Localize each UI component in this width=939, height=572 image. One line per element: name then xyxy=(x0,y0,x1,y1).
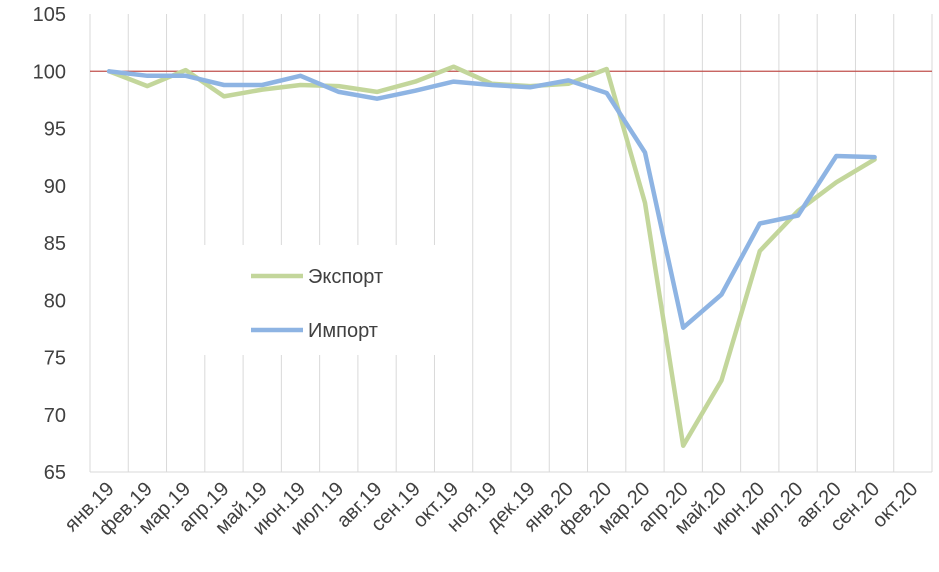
data-point-0-15 xyxy=(682,444,685,447)
data-point-0-2 xyxy=(184,69,187,72)
series-group xyxy=(106,64,877,448)
data-point-1-14 xyxy=(644,151,646,154)
data-point-0-12 xyxy=(567,82,570,85)
data-point-0-19 xyxy=(835,181,838,184)
data-point-1-17 xyxy=(758,222,761,225)
data-point-1-11 xyxy=(529,86,532,89)
data-point-1-15 xyxy=(682,326,685,329)
y-axis-ticks: 65 70 75 80 85 90 95 100 105 xyxy=(33,4,66,484)
data-point-1-19 xyxy=(835,155,838,157)
legend-box xyxy=(183,245,470,355)
grid xyxy=(89,14,933,473)
data-point-0-17 xyxy=(758,250,761,252)
data-point-0-3 xyxy=(223,95,225,98)
data-point-0-5 xyxy=(299,84,302,86)
data-point-0-9 xyxy=(452,65,455,68)
data-point-1-7 xyxy=(376,97,378,100)
data-point-1-4 xyxy=(261,84,264,86)
data-point-0-16 xyxy=(720,379,723,382)
data-point-1-12 xyxy=(567,79,570,82)
data-point-1-3 xyxy=(223,84,225,86)
data-point-1-16 xyxy=(720,293,723,296)
data-point-1-2 xyxy=(184,74,187,77)
data-point-1-5 xyxy=(299,74,302,77)
data-point-1-18 xyxy=(797,214,799,217)
legend-label-1: Импорт xyxy=(308,320,378,342)
data-point-0-13 xyxy=(605,68,608,70)
y-tick-label: 85 xyxy=(44,233,66,255)
y-tick-label: 90 xyxy=(44,176,66,198)
data-point-1-6 xyxy=(337,90,340,93)
y-tick-label: 95 xyxy=(44,119,66,141)
data-point-0-7 xyxy=(376,90,378,93)
y-tick-label: 80 xyxy=(44,290,66,312)
y-tick-label: 70 xyxy=(44,405,66,427)
data-point-1-13 xyxy=(605,92,608,94)
legend: Экспорт Импорт xyxy=(183,245,470,355)
data-point-0-1 xyxy=(146,85,149,88)
data-point-1-9 xyxy=(452,80,455,83)
y-tick-label: 105 xyxy=(33,4,66,26)
data-point-1-10 xyxy=(490,84,493,86)
data-point-0-4 xyxy=(261,88,264,91)
y-tick-label: 65 xyxy=(44,462,66,484)
y-tick-label: 100 xyxy=(33,61,66,83)
x-axis-ticks: янв.19фев.19мар.19апр.19май.19июн.19июл.… xyxy=(60,478,922,540)
legend-label-0: Экспорт xyxy=(308,266,383,288)
data-point-0-8 xyxy=(414,80,417,83)
y-tick-label: 75 xyxy=(44,348,66,370)
data-point-1-1 xyxy=(146,74,149,77)
data-point-1-8 xyxy=(414,89,417,92)
data-point-1-20 xyxy=(873,156,876,159)
data-point-1-0 xyxy=(108,70,111,73)
data-point-0-6 xyxy=(337,85,340,88)
data-point-0-14 xyxy=(644,201,646,204)
